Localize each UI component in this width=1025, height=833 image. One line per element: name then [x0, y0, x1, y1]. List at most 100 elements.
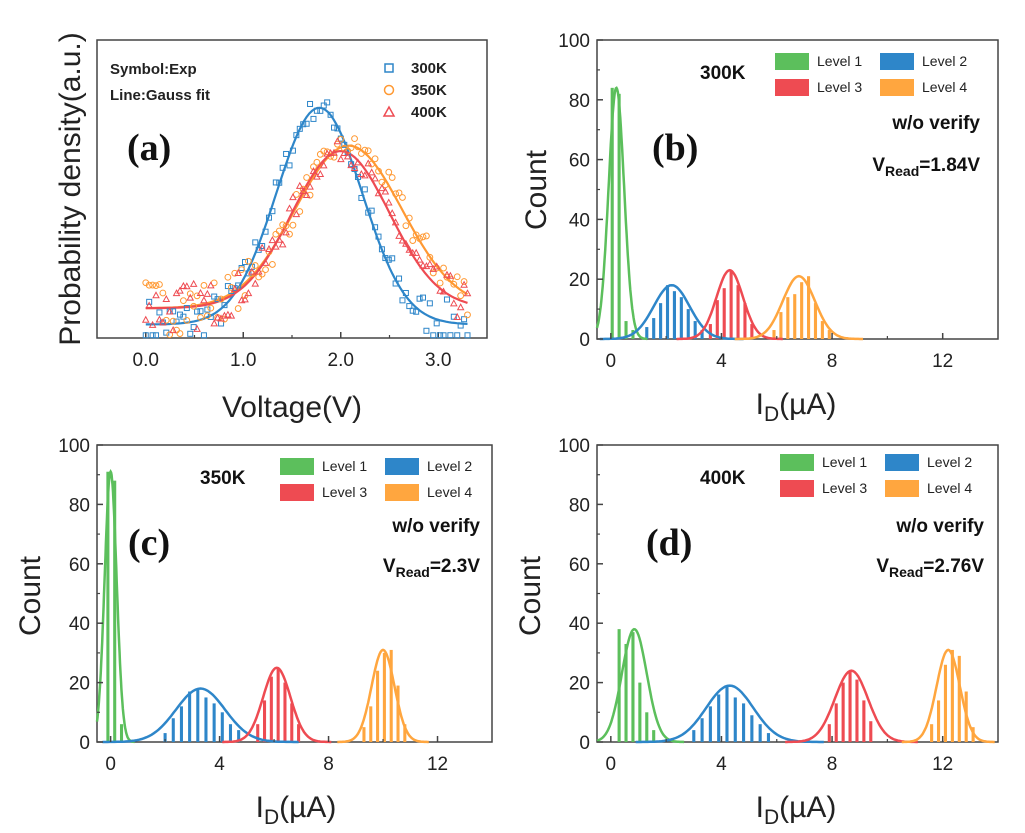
legend-label-350K: 350K	[411, 82, 447, 99]
y-axis-title-d: Count	[514, 555, 547, 636]
data-point-300K	[279, 164, 286, 171]
fit-curve-level-3	[222, 666, 332, 744]
data-point-400K	[159, 318, 167, 326]
data-point-400K	[186, 293, 195, 301]
data-point-400K	[443, 270, 451, 278]
data-point-300K	[269, 208, 276, 215]
y-tick-label-b: 40	[569, 210, 590, 231]
x-axis-title-a: Voltage(V)	[222, 391, 362, 424]
data-point-350K	[364, 147, 372, 155]
y-axis-title-b: Count	[520, 149, 553, 230]
bar-level-2	[750, 715, 754, 742]
data-point-400K	[419, 261, 427, 269]
data-point-400K	[271, 242, 280, 250]
data-point-350K	[262, 266, 269, 274]
data-point-350K	[303, 174, 311, 181]
bar-level-1	[610, 87, 614, 339]
data-point-300K	[194, 308, 201, 315]
data-point-300K	[142, 332, 149, 339]
fit-curve-level-3	[785, 669, 918, 744]
bar-level-3	[283, 682, 287, 742]
data-point-350K	[436, 279, 444, 287]
histogram-plot-c: 0 4 8 12 0 20 40 60 80 100	[58, 436, 493, 775]
bar-level-2	[700, 330, 704, 339]
panel-label-c: (c)	[128, 522, 170, 564]
data-point-350K	[464, 311, 471, 319]
data-point-400K	[426, 260, 434, 268]
data-point-400K	[357, 169, 366, 178]
bar-level-2	[758, 724, 762, 742]
x-tick-label-a: 0.0	[133, 350, 159, 371]
bar-level-2	[692, 730, 696, 742]
data-point-400K	[268, 236, 277, 244]
panel-label-b: (b)	[652, 127, 698, 169]
data-point-350K	[351, 135, 358, 143]
data-point-300K	[361, 186, 368, 193]
data-point-350K	[183, 317, 191, 324]
data-point-400K	[275, 235, 284, 243]
legend-b: Level 1 Level 2 Level 3 Level 4	[775, 53, 967, 96]
data-point-400K	[261, 258, 270, 266]
data-point-400K	[391, 218, 400, 226]
fit-curve-level-1	[595, 86, 648, 341]
legend-a: 300K 350K 400K	[382, 60, 447, 121]
data-point-350K	[245, 257, 252, 265]
data-point-350K	[371, 155, 379, 163]
bar-level-2	[766, 733, 771, 742]
bar-level-1	[624, 321, 628, 339]
bar-level-2	[171, 718, 175, 742]
data-point-350K	[354, 143, 362, 151]
data-point-300K	[149, 332, 156, 339]
bar-level-2	[179, 706, 183, 742]
data-point-300K	[402, 289, 409, 296]
data-point-300K	[252, 239, 259, 246]
fit-curve-400K	[145, 149, 468, 310]
data-point-350K	[457, 292, 465, 300]
legend-label-level-3: Level 3	[322, 484, 367, 500]
bar-level-4	[389, 649, 393, 742]
data-point-350K	[145, 281, 153, 289]
data-point-400K	[384, 198, 393, 206]
data-point-300K	[372, 224, 379, 231]
data-point-400K	[412, 248, 420, 256]
x-tick-label-a: 2.0	[328, 350, 354, 371]
data-point-300K	[313, 107, 320, 114]
data-point-400K	[422, 262, 431, 270]
data-point-400K	[432, 262, 441, 270]
x-axis-title-d: ID(µA)	[756, 791, 837, 829]
data-point-400K	[319, 161, 328, 169]
bar-level-2	[725, 685, 729, 742]
data-point-300K	[153, 332, 160, 339]
data-point-350K	[152, 282, 160, 289]
bar-level-3	[834, 703, 838, 742]
data-point-400K	[364, 159, 373, 167]
bar-level-3	[715, 300, 719, 339]
bar-level-4	[772, 330, 776, 339]
data-point-300K	[324, 99, 331, 106]
data-point-300K	[437, 332, 444, 339]
data-point-350K	[207, 304, 215, 312]
data-point-300K	[221, 302, 228, 309]
bar-level-1	[119, 724, 124, 742]
data-point-400K	[337, 155, 345, 163]
bar-level-4	[369, 706, 373, 742]
y-tick-label-c: 100	[58, 436, 90, 457]
data-point-350K	[385, 168, 393, 176]
bar-level-4	[820, 321, 824, 339]
data-point-350K	[460, 278, 468, 285]
data-point-350K	[429, 269, 437, 277]
data-point-350K	[217, 295, 225, 303]
legend-swatch-level-4	[885, 480, 919, 497]
data-point-350K	[186, 290, 194, 298]
data-point-400K	[388, 209, 397, 217]
bar-level-4	[362, 727, 366, 742]
bar-level-1	[617, 93, 621, 339]
temperature-label-d: 400K	[700, 468, 746, 489]
gauss-fit-curves-a	[145, 106, 469, 326]
data-point-400K	[241, 295, 249, 303]
legend-label-level-4: Level 4	[927, 480, 972, 496]
data-point-400K	[371, 174, 379, 182]
data-point-300K	[464, 332, 471, 339]
legend-label-300K: 300K	[411, 60, 447, 77]
